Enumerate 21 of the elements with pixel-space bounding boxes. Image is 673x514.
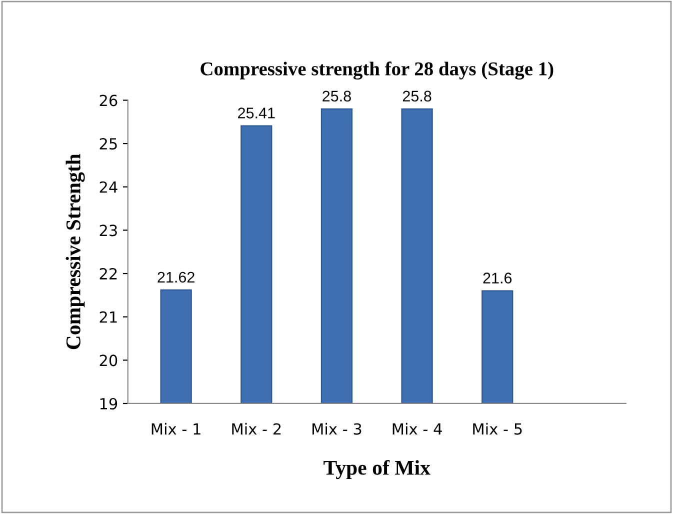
y-tick-label: 25: [100, 138, 117, 150]
x-tick-label: Mix - 2: [232, 422, 281, 435]
data-label: 25.8: [322, 90, 351, 102]
x-tick-label: Mix - 1: [152, 422, 200, 435]
chart-title: Compressive strength for 28 days (Stage 1): [200, 62, 554, 80]
y-tick-label: 23: [100, 224, 117, 236]
x-tick-label: Mix - 3: [312, 422, 362, 435]
y-tick-label: 26: [100, 94, 118, 106]
data-label: 21.6: [483, 272, 512, 284]
data-label: 25.8: [402, 90, 432, 102]
y-tick-label: 19: [100, 398, 118, 410]
x-tick-label: Mix - 4: [392, 422, 442, 435]
y-tick-label: 22: [100, 268, 117, 280]
y-tick-label: 21: [100, 311, 117, 323]
y-tick-label: 24: [100, 181, 118, 193]
y-axis-title: Compressive Strength: [66, 154, 85, 350]
x-tick-label: Mix - 5: [473, 422, 522, 435]
y-tick-label: 20: [100, 354, 118, 366]
data-label: 25.41: [238, 108, 275, 118]
x-axis-title: Type of Mix: [324, 460, 430, 480]
data-label: 21.62: [158, 272, 194, 283]
